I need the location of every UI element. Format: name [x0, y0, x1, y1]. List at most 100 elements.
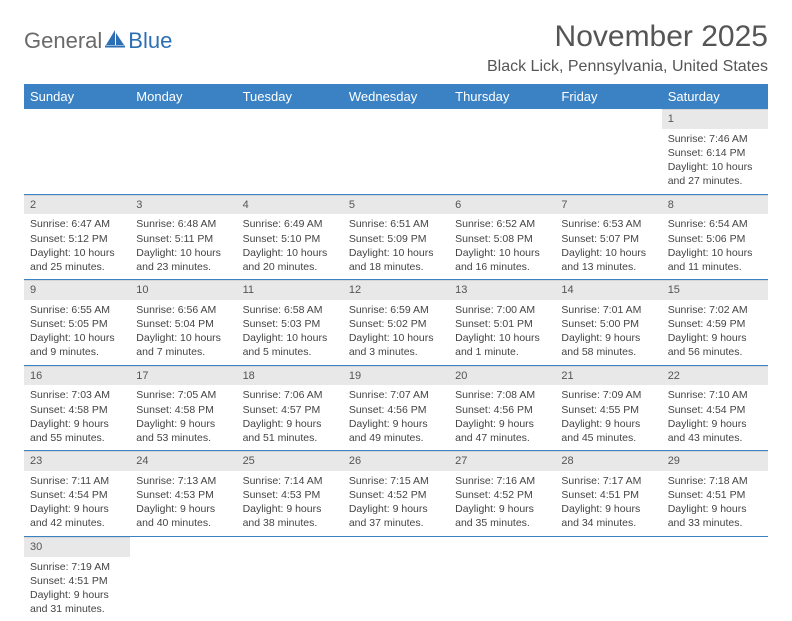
calendar-cell [237, 536, 343, 621]
calendar-cell: 17Sunrise: 7:05 AMSunset: 4:58 PMDayligh… [130, 365, 236, 451]
sunset-text: Sunset: 5:11 PM [136, 232, 230, 246]
sunset-text: Sunset: 4:55 PM [561, 403, 655, 417]
daylight-text: Daylight: 10 hours and 23 minutes. [136, 246, 230, 274]
day-number: 8 [662, 195, 768, 215]
sunset-text: Sunset: 4:56 PM [349, 403, 443, 417]
sunrise-text: Sunrise: 6:56 AM [136, 303, 230, 317]
cell-body: Sunrise: 6:54 AMSunset: 5:06 PMDaylight:… [662, 214, 768, 279]
calendar-cell: 6Sunrise: 6:52 AMSunset: 5:08 PMDaylight… [449, 194, 555, 280]
day-number: 6 [449, 195, 555, 215]
day-number: 4 [237, 195, 343, 215]
calendar-row: 2Sunrise: 6:47 AMSunset: 5:12 PMDaylight… [24, 194, 768, 280]
sail-icon [104, 28, 126, 54]
day-number: 28 [555, 451, 661, 471]
daylight-text: Daylight: 10 hours and 20 minutes. [243, 246, 337, 274]
calendar-cell: 4Sunrise: 6:49 AMSunset: 5:10 PMDaylight… [237, 194, 343, 280]
cell-body: Sunrise: 6:55 AMSunset: 5:05 PMDaylight:… [24, 300, 130, 365]
daylight-text: Daylight: 9 hours and 37 minutes. [349, 502, 443, 530]
calendar-cell: 21Sunrise: 7:09 AMSunset: 4:55 PMDayligh… [555, 365, 661, 451]
sunset-text: Sunset: 4:52 PM [455, 488, 549, 502]
daylight-text: Daylight: 10 hours and 13 minutes. [561, 246, 655, 274]
calendar-cell: 14Sunrise: 7:01 AMSunset: 5:00 PMDayligh… [555, 280, 661, 366]
daylight-text: Daylight: 9 hours and 49 minutes. [349, 417, 443, 445]
daylight-text: Daylight: 9 hours and 58 minutes. [561, 331, 655, 359]
sunset-text: Sunset: 4:56 PM [455, 403, 549, 417]
daylight-text: Daylight: 9 hours and 47 minutes. [455, 417, 549, 445]
cell-body: Sunrise: 7:13 AMSunset: 4:53 PMDaylight:… [130, 471, 236, 536]
sunrise-text: Sunrise: 7:15 AM [349, 474, 443, 488]
sunrise-text: Sunrise: 7:46 AM [668, 132, 762, 146]
day-header: Sunday [24, 84, 130, 109]
calendar-cell: 18Sunrise: 7:06 AMSunset: 4:57 PMDayligh… [237, 365, 343, 451]
day-number: 21 [555, 366, 661, 386]
sunset-text: Sunset: 5:01 PM [455, 317, 549, 331]
daylight-text: Daylight: 9 hours and 53 minutes. [136, 417, 230, 445]
sunrise-text: Sunrise: 6:59 AM [349, 303, 443, 317]
calendar-cell: 26Sunrise: 7:15 AMSunset: 4:52 PMDayligh… [343, 451, 449, 537]
day-number: 17 [130, 366, 236, 386]
calendar-cell: 12Sunrise: 6:59 AMSunset: 5:02 PMDayligh… [343, 280, 449, 366]
calendar-cell: 9Sunrise: 6:55 AMSunset: 5:05 PMDaylight… [24, 280, 130, 366]
daylight-text: Daylight: 9 hours and 42 minutes. [30, 502, 124, 530]
daylight-text: Daylight: 10 hours and 11 minutes. [668, 246, 762, 274]
cell-body: Sunrise: 6:49 AMSunset: 5:10 PMDaylight:… [237, 214, 343, 279]
day-header: Saturday [662, 84, 768, 109]
calendar-cell: 22Sunrise: 7:10 AMSunset: 4:54 PMDayligh… [662, 365, 768, 451]
sunrise-text: Sunrise: 7:13 AM [136, 474, 230, 488]
day-number: 10 [130, 280, 236, 300]
sunset-text: Sunset: 4:51 PM [30, 574, 124, 588]
cell-body: Sunrise: 7:05 AMSunset: 4:58 PMDaylight:… [130, 385, 236, 450]
day-number: 14 [555, 280, 661, 300]
calendar-row: 30Sunrise: 7:19 AMSunset: 4:51 PMDayligh… [24, 536, 768, 621]
sunrise-text: Sunrise: 7:11 AM [30, 474, 124, 488]
daylight-text: Daylight: 10 hours and 25 minutes. [30, 246, 124, 274]
cell-body: Sunrise: 7:46 AMSunset: 6:14 PMDaylight:… [662, 129, 768, 194]
sunrise-text: Sunrise: 6:52 AM [455, 217, 549, 231]
cell-body: Sunrise: 7:07 AMSunset: 4:56 PMDaylight:… [343, 385, 449, 450]
sunset-text: Sunset: 4:51 PM [668, 488, 762, 502]
daylight-text: Daylight: 10 hours and 18 minutes. [349, 246, 443, 274]
logo: General Blue [24, 20, 172, 54]
day-number: 13 [449, 280, 555, 300]
calendar-cell [130, 536, 236, 621]
sunset-text: Sunset: 4:58 PM [136, 403, 230, 417]
calendar-table: SundayMondayTuesdayWednesdayThursdayFrid… [24, 84, 768, 621]
sunrise-text: Sunrise: 7:01 AM [561, 303, 655, 317]
daylight-text: Daylight: 9 hours and 55 minutes. [30, 417, 124, 445]
daylight-text: Daylight: 9 hours and 35 minutes. [455, 502, 549, 530]
cell-body: Sunrise: 7:14 AMSunset: 4:53 PMDaylight:… [237, 471, 343, 536]
cell-body: Sunrise: 7:18 AMSunset: 4:51 PMDaylight:… [662, 471, 768, 536]
cell-body: Sunrise: 7:00 AMSunset: 5:01 PMDaylight:… [449, 300, 555, 365]
daylight-text: Daylight: 9 hours and 45 minutes. [561, 417, 655, 445]
sunrise-text: Sunrise: 7:10 AM [668, 388, 762, 402]
calendar-cell: 10Sunrise: 6:56 AMSunset: 5:04 PMDayligh… [130, 280, 236, 366]
calendar-cell [24, 109, 130, 194]
calendar-cell: 20Sunrise: 7:08 AMSunset: 4:56 PMDayligh… [449, 365, 555, 451]
sunrise-text: Sunrise: 7:03 AM [30, 388, 124, 402]
calendar-cell [237, 109, 343, 194]
sunset-text: Sunset: 5:10 PM [243, 232, 337, 246]
calendar-cell: 2Sunrise: 6:47 AMSunset: 5:12 PMDaylight… [24, 194, 130, 280]
cell-body: Sunrise: 7:16 AMSunset: 4:52 PMDaylight:… [449, 471, 555, 536]
sunrise-text: Sunrise: 6:51 AM [349, 217, 443, 231]
logo-text-blue: Blue [128, 28, 172, 54]
daylight-text: Daylight: 9 hours and 51 minutes. [243, 417, 337, 445]
sunrise-text: Sunrise: 7:07 AM [349, 388, 443, 402]
cell-body: Sunrise: 7:01 AMSunset: 5:00 PMDaylight:… [555, 300, 661, 365]
day-number: 18 [237, 366, 343, 386]
sunrise-text: Sunrise: 7:00 AM [455, 303, 549, 317]
sunset-text: Sunset: 4:53 PM [136, 488, 230, 502]
daylight-text: Daylight: 10 hours and 3 minutes. [349, 331, 443, 359]
calendar-cell: 8Sunrise: 6:54 AMSunset: 5:06 PMDaylight… [662, 194, 768, 280]
cell-body: Sunrise: 7:02 AMSunset: 4:59 PMDaylight:… [662, 300, 768, 365]
calendar-cell [555, 109, 661, 194]
daylight-text: Daylight: 9 hours and 40 minutes. [136, 502, 230, 530]
sunset-text: Sunset: 5:00 PM [561, 317, 655, 331]
daylight-text: Daylight: 9 hours and 34 minutes. [561, 502, 655, 530]
month-title: November 2025 [487, 20, 768, 54]
cell-body: Sunrise: 7:10 AMSunset: 4:54 PMDaylight:… [662, 385, 768, 450]
sunset-text: Sunset: 5:04 PM [136, 317, 230, 331]
daylight-text: Daylight: 10 hours and 1 minute. [455, 331, 549, 359]
sunset-text: Sunset: 4:58 PM [30, 403, 124, 417]
cell-body: Sunrise: 6:59 AMSunset: 5:02 PMDaylight:… [343, 300, 449, 365]
